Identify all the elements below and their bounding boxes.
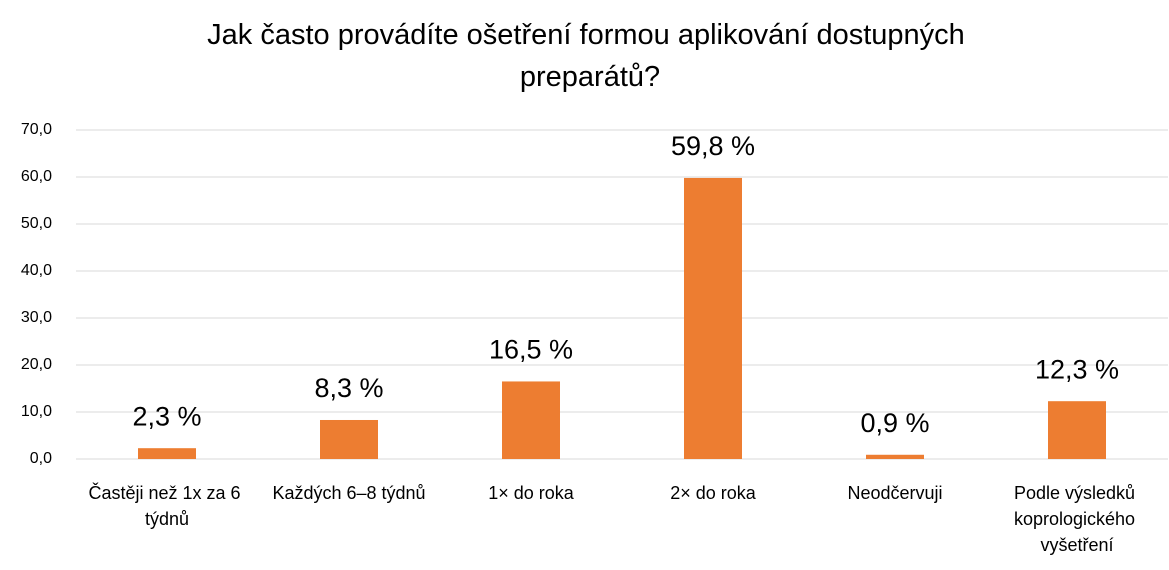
bar bbox=[684, 177, 742, 459]
y-tick-label: 10,0 bbox=[21, 403, 52, 420]
bar bbox=[138, 448, 196, 459]
y-tick-label: 30,0 bbox=[21, 309, 52, 326]
value-label: 59,8 % bbox=[671, 131, 755, 161]
y-tick-label: 0,0 bbox=[30, 450, 52, 467]
value-label: 8,3 % bbox=[314, 373, 383, 403]
y-tick-label: 40,0 bbox=[21, 262, 52, 279]
y-tick-label: 60,0 bbox=[21, 168, 52, 185]
bar bbox=[320, 419, 378, 459]
chart-title: Jak často provádíte ošetření formou apli… bbox=[207, 19, 973, 93]
x-tick-label: 1× do roka bbox=[488, 483, 575, 503]
bar bbox=[866, 454, 924, 459]
x-tick-label: Častěji než 1x za 6 týdnů bbox=[88, 482, 245, 529]
y-tick-label: 20,0 bbox=[21, 356, 52, 373]
y-tick-label: 50,0 bbox=[21, 215, 52, 232]
bar bbox=[502, 381, 560, 459]
x-tick-label: Neodčervuji bbox=[847, 483, 942, 503]
value-label: 12,3 % bbox=[1035, 354, 1119, 384]
value-label: 2,3 % bbox=[132, 401, 201, 431]
bar bbox=[1048, 401, 1106, 459]
value-label: 0,9 % bbox=[860, 408, 929, 438]
y-tick-label: 70,0 bbox=[21, 121, 52, 138]
x-tick-label: 2× do roka bbox=[670, 483, 757, 503]
x-tick-label: Každých 6–8 týdnů bbox=[272, 483, 425, 503]
value-label: 16,5 % bbox=[489, 335, 573, 365]
x-tick-label: Podle výsledků koprologického vyšetření bbox=[1014, 483, 1140, 555]
